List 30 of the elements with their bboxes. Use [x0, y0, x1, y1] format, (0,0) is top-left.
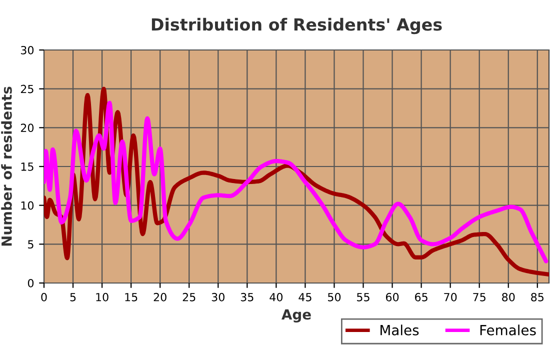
- chart-title: Distribution of Residents' Ages: [152, 18, 442, 34]
- y-tick-label: 15: [21, 162, 34, 171]
- x-tick-label: 40: [270, 292, 283, 302]
- x-tick-label: 70: [444, 292, 457, 302]
- x-tick-label: 85: [531, 292, 544, 302]
- x-tick-label: 55: [357, 293, 370, 302]
- y-tick-label: 0: [28, 278, 34, 288]
- y-tick-label: 5: [28, 240, 34, 249]
- x-tick-label: 30: [212, 292, 224, 302]
- x-tick-label: 60: [386, 292, 399, 302]
- x-tick-label: 45: [298, 293, 312, 302]
- x-tick-label: 20: [154, 292, 166, 302]
- x-tick-label: 15: [125, 293, 138, 302]
- y-tick-label: 25: [20, 84, 34, 94]
- legend-label: Females: [480, 324, 536, 336]
- y-tick-label: 30: [20, 46, 34, 54]
- x-tick-label: 65: [415, 292, 428, 302]
- y-axis-title: Number of residents: [1, 86, 12, 246]
- x-tick-label: 75: [473, 293, 486, 302]
- y-tick-label: 10: [21, 201, 34, 210]
- x-tick-label: 10: [96, 292, 108, 302]
- x-tick-label: 5: [70, 293, 76, 302]
- x-tick-label: 25: [182, 292, 196, 302]
- x-tick-label: 50: [328, 292, 341, 302]
- legend-label: Males: [380, 324, 419, 336]
- x-axis-title: Age: [282, 309, 311, 322]
- x-tick-label: 80: [502, 292, 515, 302]
- y-tick-label: 20: [20, 124, 34, 132]
- x-tick-label: 0: [41, 292, 47, 302]
- x-tick-label: 35: [240, 292, 254, 302]
